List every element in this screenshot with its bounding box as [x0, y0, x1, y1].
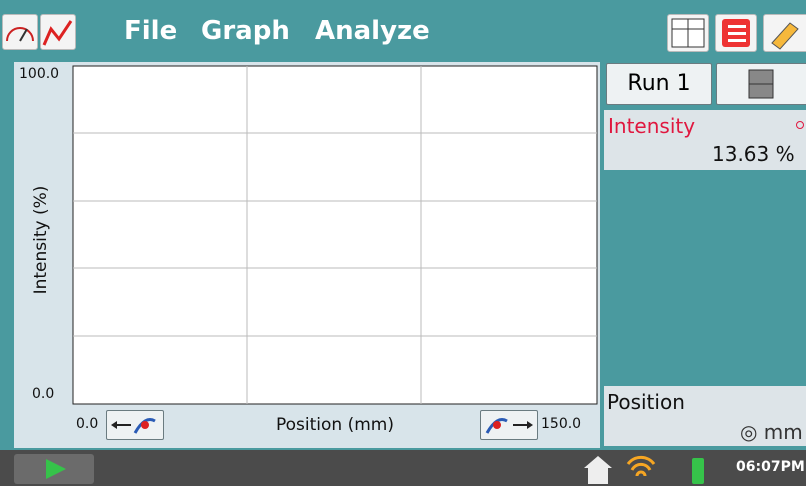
- sensor-value: 13.63 %: [712, 142, 795, 166]
- plot-area: [72, 65, 598, 405]
- edit-glyph: [771, 22, 799, 50]
- table-icon[interactable]: [667, 14, 709, 52]
- menu-analyze[interactable]: Analyze: [315, 16, 430, 46]
- intensity-meter[interactable]: [604, 110, 806, 170]
- menu-graph[interactable]: Graph: [201, 16, 290, 46]
- sensor-name: Position: [607, 390, 685, 414]
- grid: [73, 66, 597, 404]
- x-min: 0.0: [76, 416, 99, 432]
- x-axis-label: Position (mm): [276, 415, 394, 435]
- sensor-unit: ◎ mm: [740, 420, 803, 444]
- graph[interactable]: Intensity (%): [0, 0, 600, 450]
- graph-glyph: [42, 20, 73, 46]
- sensor-name: Intensity: [608, 114, 696, 138]
- scroll-left-glyph: [111, 418, 156, 434]
- meter-icon[interactable]: [2, 14, 38, 50]
- y-max: 100.0: [19, 66, 60, 82]
- file-cabinet-glyph: [748, 69, 774, 99]
- scroll-right-button[interactable]: [480, 410, 538, 440]
- graph-icon[interactable]: [40, 14, 76, 50]
- meter-glyph: [6, 27, 34, 42]
- status-icons: [584, 455, 704, 484]
- play-glyph: [46, 459, 66, 479]
- scroll-right-glyph: [485, 418, 533, 434]
- home-icon: [584, 456, 612, 484]
- x-max: 150.0: [541, 416, 582, 432]
- y-axis-label: Intensity (%): [31, 186, 51, 295]
- wifi-icon: [626, 455, 656, 477]
- y-min: 0.0: [32, 386, 55, 402]
- status-bar: [0, 450, 806, 486]
- battery-icon: [692, 458, 704, 484]
- sensor-indicator: [796, 121, 804, 129]
- run-button[interactable]: Run 1: [606, 63, 712, 105]
- notes-icon[interactable]: [715, 14, 757, 52]
- notes-glyph: [722, 19, 750, 47]
- edit-icon[interactable]: [763, 14, 806, 52]
- clock: 06:07PM: [736, 459, 805, 475]
- menu-file[interactable]: File: [124, 16, 178, 46]
- scroll-left-button[interactable]: [106, 410, 164, 440]
- file-cabinet-button[interactable]: [716, 63, 806, 105]
- position-meter[interactable]: [604, 386, 806, 446]
- play-button[interactable]: [14, 454, 94, 484]
- table-glyph: [671, 18, 705, 48]
